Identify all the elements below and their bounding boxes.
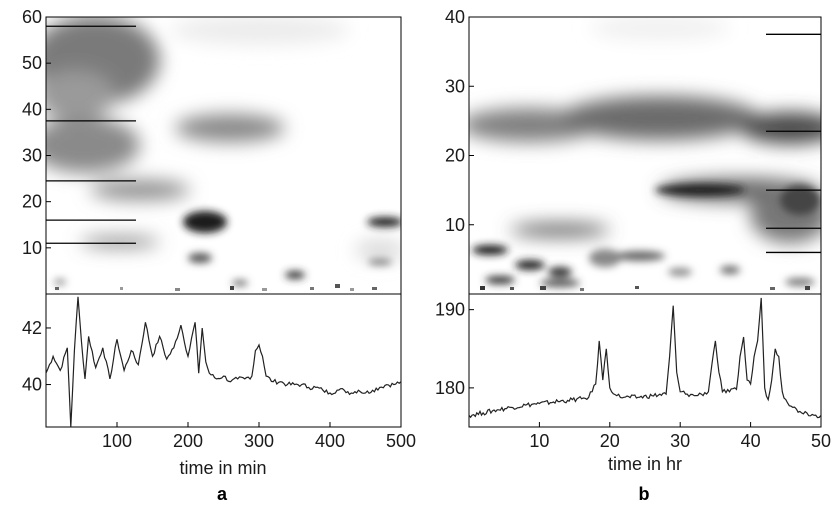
panel-b-xtick-label: 40 — [741, 431, 761, 451]
panel-a-ytick-label: 40 — [22, 375, 42, 395]
panel-a-xtick-label: 100 — [102, 431, 132, 451]
panel-b-label: b — [639, 484, 650, 504]
panel-a-xtick-label: 200 — [173, 431, 203, 451]
panel-b-trace: 10 20 30 40 50 180 190 time in hr b — [435, 293, 831, 504]
panel-a-heatmap-ytick-label: 30 — [22, 146, 42, 166]
panel-b-heatmap-texture — [469, 17, 821, 291]
panel-a-heatmap-ytick-label: 60 — [22, 7, 42, 27]
panel-b-ytick-label: 180 — [435, 378, 465, 398]
panel-a-heatmap-ytick-label: 50 — [22, 53, 42, 73]
panel-a-xtick-label: 400 — [315, 431, 345, 451]
panel-b-xtick-label: 30 — [670, 431, 690, 451]
panel-a-heatmap-texture — [46, 17, 401, 291]
panel-b-xtick-label: 20 — [600, 431, 620, 451]
panel-a-heatmap-ytick-label: 10 — [22, 238, 42, 258]
panel-a-heatmap-ytick-label: 40 — [22, 99, 42, 119]
panel-b-ytick-label: 190 — [435, 300, 465, 320]
panel-b-heatmap-ytick-label: 10 — [445, 215, 465, 235]
panel-a-xtick-label: 500 — [386, 431, 416, 451]
panel-b-heatmap-ytick-label: 20 — [445, 146, 465, 166]
panel-a-ytick-label: 42 — [22, 318, 42, 338]
panel-b-heatmap-ytick-label: 40 — [445, 7, 465, 27]
panel-b-xtick-label: 10 — [529, 431, 549, 451]
panel-b-heatmap-ytick-label: 30 — [445, 76, 465, 96]
panel-a-heatmap-ytick-label: 20 — [22, 192, 42, 212]
panel-a-heatmap: 10 20 30 40 50 60 — [22, 7, 402, 295]
panel-a-x-axis-label: time in min — [179, 458, 266, 478]
panel-b-series-line — [469, 297, 821, 419]
panel-a-series-line — [46, 296, 401, 427]
panel-a-trace: 100 200 300 400 500 40 42 time in min a — [22, 293, 416, 504]
panel-b-bottom-speckle — [480, 286, 810, 291]
panel-b-xtick-label: 50 — [811, 431, 831, 451]
panel-a-xtick-label: 300 — [244, 431, 274, 451]
panel-b-x-axis-label: time in hr — [608, 454, 682, 474]
panel-a-bottom-speckle — [55, 284, 377, 291]
panel-a-label: a — [217, 484, 228, 504]
panel-b-heatmap: 10 20 30 40 — [445, 7, 822, 295]
